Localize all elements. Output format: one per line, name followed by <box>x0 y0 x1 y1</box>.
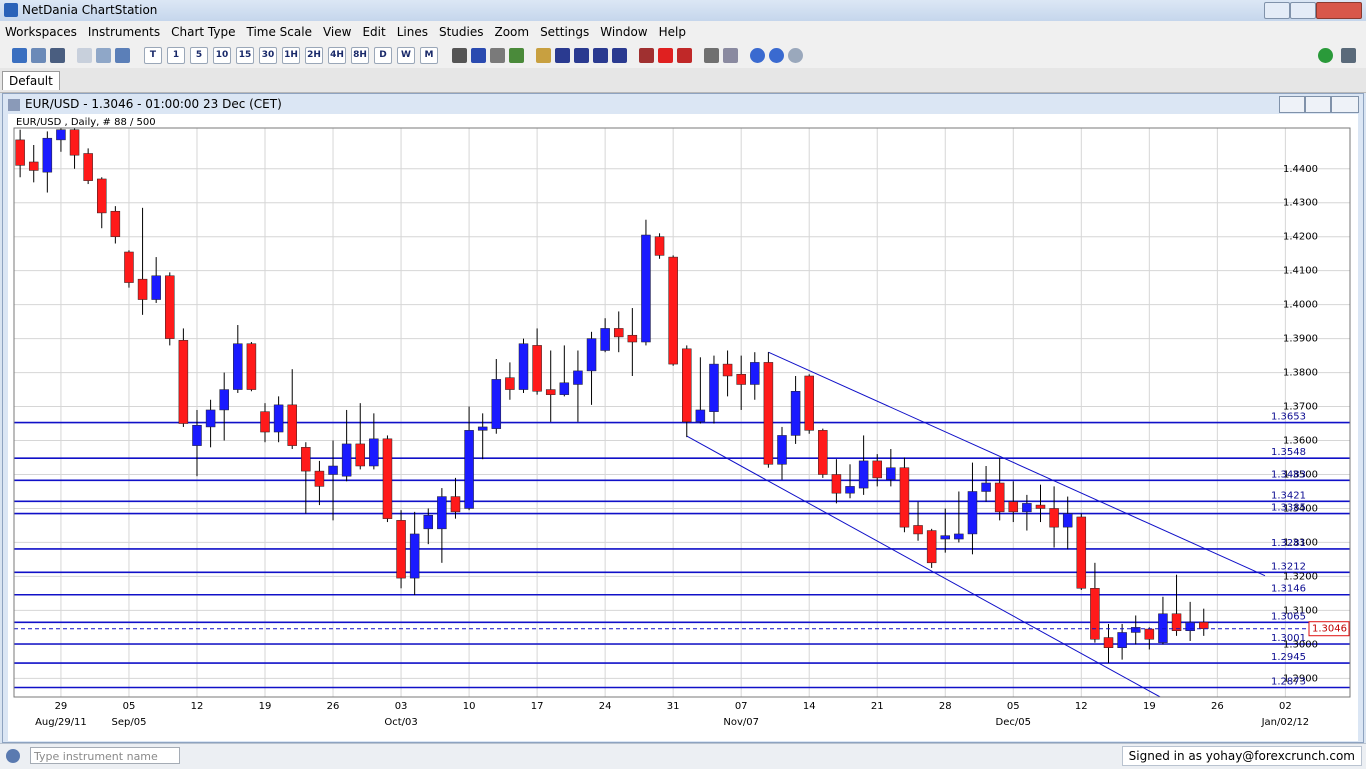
timeframe-button[interactable]: T <box>144 47 162 64</box>
tool-icon[interactable] <box>750 48 765 63</box>
timeframe-button[interactable]: 10 <box>213 47 231 64</box>
timeframe-group: T 1 5 10 15 30 1H 2H 4H 8H D W M <box>144 47 438 64</box>
tool-icon[interactable] <box>31 48 46 63</box>
chart-window: EUR/USD - 1.3046 - 01:00:00 23 Dec (CET) <box>2 93 1364 743</box>
window-title: NetDania ChartStation <box>22 3 158 17</box>
tool-icon[interactable] <box>723 48 738 63</box>
app-icon <box>4 3 18 17</box>
instrument-search[interactable]: Type instrument name <box>30 747 180 764</box>
tool-icon[interactable] <box>77 48 92 63</box>
menu-item[interactable]: Edit <box>362 25 386 39</box>
minimize-button[interactable] <box>1264 2 1290 19</box>
close-button[interactable] <box>1316 2 1362 19</box>
menu-item[interactable]: Window <box>600 25 648 39</box>
menu-item[interactable]: Zoom <box>494 25 530 39</box>
tool-icon[interactable] <box>50 48 65 63</box>
timeframe-button[interactable]: 2H <box>305 47 323 64</box>
timeframe-button[interactable]: W <box>397 47 415 64</box>
tool-icon[interactable] <box>639 48 654 63</box>
tool-icon[interactable] <box>12 48 27 63</box>
maximize-button[interactable] <box>1305 96 1331 113</box>
menu-bar: Workspaces Instruments Chart Type Time Scal… <box>0 21 1366 43</box>
tool-icon[interactable] <box>612 48 627 63</box>
tool-icon[interactable] <box>593 48 608 63</box>
menu-item[interactable]: View <box>322 25 352 39</box>
title-bar: NetDania ChartStation <box>0 0 1366 21</box>
timeframe-button[interactable]: 8H <box>351 47 369 64</box>
connection-indicator <box>1318 48 1333 63</box>
menu-item[interactable]: Help <box>658 25 686 39</box>
tool-icon[interactable] <box>574 48 589 63</box>
timeframe-button[interactable]: 1H <box>282 47 300 64</box>
bottom-bar: Type instrument name Signed in as yohay@… <box>0 743 1366 769</box>
tool-icon[interactable] <box>490 48 505 63</box>
tool-icon[interactable] <box>1341 48 1356 63</box>
tool-icon[interactable] <box>769 48 784 63</box>
close-button[interactable] <box>1331 96 1359 113</box>
tool-icon[interactable] <box>509 48 524 63</box>
chart-window-icon <box>8 99 20 111</box>
tool-icon[interactable] <box>471 48 486 63</box>
tool-icon[interactable] <box>555 48 570 63</box>
tool-icon[interactable] <box>704 48 719 63</box>
tool-icon[interactable] <box>115 48 130 63</box>
status-text: Signed in as yohay@forexcrunch.com <box>1121 746 1362 766</box>
timeframe-button[interactable]: 30 <box>259 47 277 64</box>
tool-icon[interactable] <box>536 48 551 63</box>
timeframe-button[interactable]: M <box>420 47 438 64</box>
menu-item[interactable]: Chart Type <box>171 25 236 39</box>
timeframe-button[interactable]: 15 <box>236 47 254 64</box>
tool-icon[interactable] <box>677 48 692 63</box>
minimize-button[interactable] <box>1279 96 1305 113</box>
workspace-tab[interactable]: Default <box>2 71 60 90</box>
tool-icon[interactable] <box>658 48 673 63</box>
menu-item[interactable]: Workspaces <box>5 25 77 39</box>
tool-icon[interactable] <box>96 48 111 63</box>
timeframe-button[interactable]: D <box>374 47 392 64</box>
menu-item[interactable]: Instruments <box>87 25 161 39</box>
menu-item[interactable]: Lines <box>396 25 428 39</box>
tool-icon[interactable] <box>452 48 467 63</box>
tool-icon[interactable] <box>788 48 803 63</box>
toolbar: T 1 5 10 15 30 1H 2H 4H 8H D W M <box>0 43 1366 68</box>
chart-window-title: EUR/USD - 1.3046 - 01:00:00 23 Dec (CET) <box>25 97 282 111</box>
timeframe-button[interactable]: 4H <box>328 47 346 64</box>
menu-item[interactable]: Studies <box>438 25 484 39</box>
timeframe-button[interactable]: 1 <box>167 47 185 64</box>
timeframe-button[interactable]: 5 <box>190 47 208 64</box>
maximize-button[interactable] <box>1290 2 1316 19</box>
menu-item[interactable]: Time Scale <box>246 25 312 39</box>
tab-row: Default <box>0 68 1366 93</box>
search-icon <box>6 749 20 763</box>
menu-item[interactable]: Settings <box>540 25 590 39</box>
